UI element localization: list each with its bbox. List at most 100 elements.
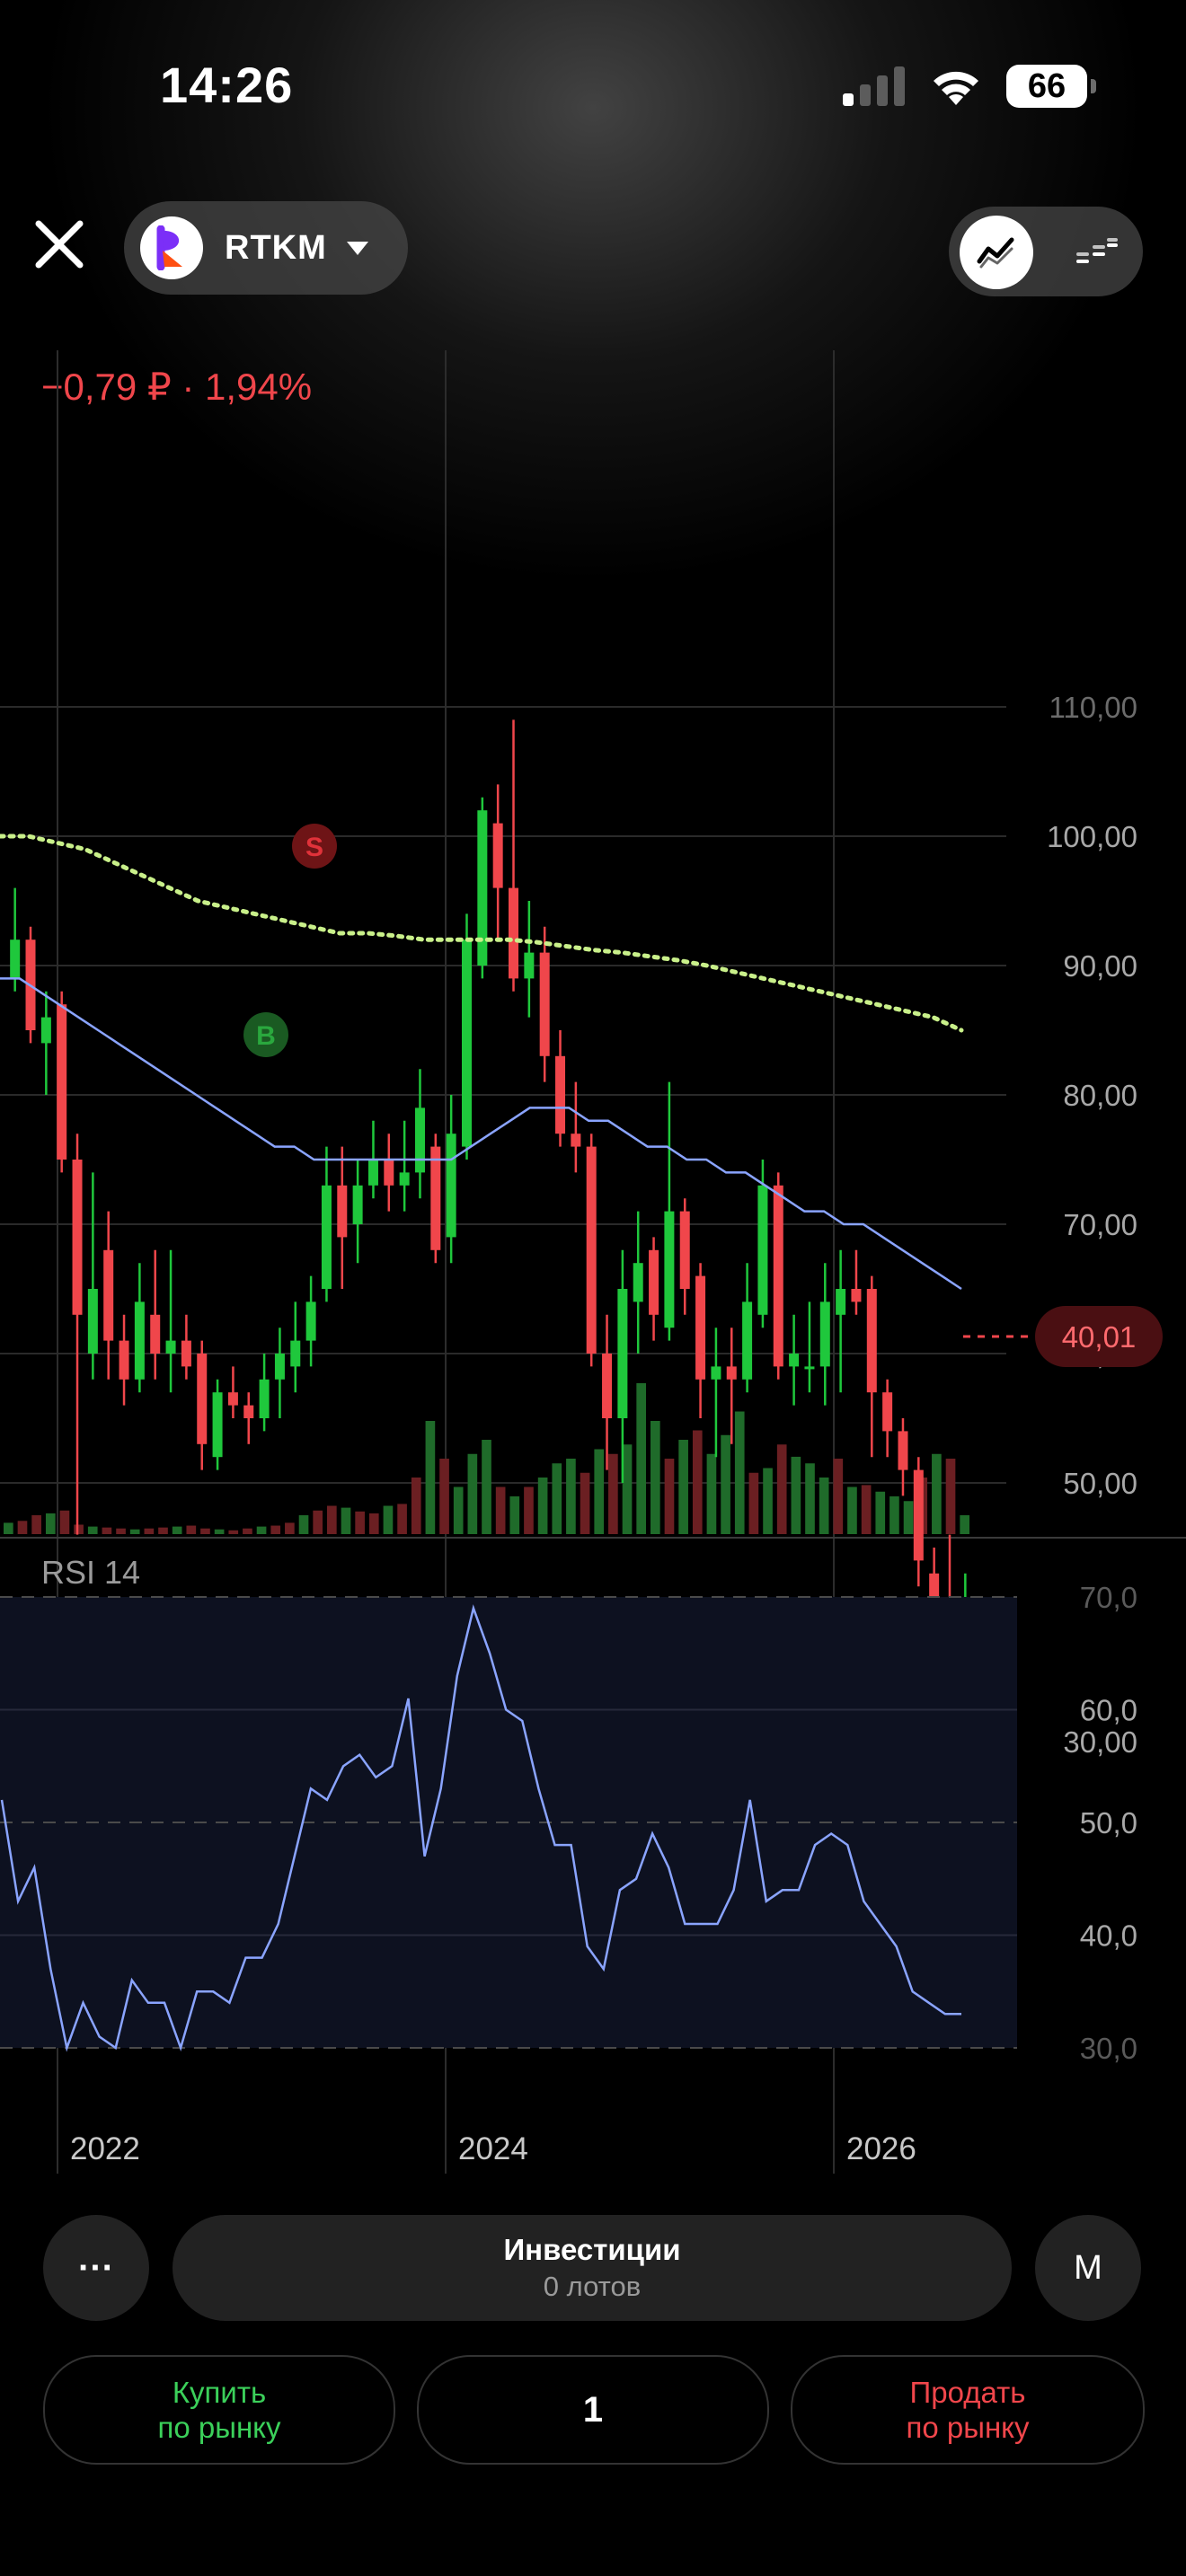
- rsi-tick-label: 40,0: [1080, 1919, 1137, 1953]
- candle-body: [337, 1185, 348, 1238]
- price-change: −0,79 ₽ · 1,94%: [41, 366, 313, 408]
- candle-body: [87, 1289, 98, 1354]
- volume-bar: [721, 1434, 730, 1534]
- candle-body: [773, 1185, 783, 1367]
- volume-bar: [580, 1472, 590, 1534]
- year-label: 2026: [846, 2131, 916, 2166]
- more-button[interactable]: ···: [43, 2215, 149, 2321]
- volume-bar: [776, 1444, 787, 1534]
- volume-bar: [861, 1485, 872, 1534]
- candle-body: [819, 1301, 830, 1367]
- candle-body: [274, 1354, 285, 1380]
- last-price-badge: [1035, 1306, 1163, 1367]
- candle-body: [539, 952, 550, 1056]
- volume-bar: [960, 1515, 969, 1534]
- candle-body: [290, 1340, 301, 1367]
- last-price-value: 40,01: [1062, 1320, 1137, 1354]
- rsi-tick-label: 70,0: [1080, 1581, 1137, 1614]
- close-icon: [35, 220, 84, 269]
- ticker-selector[interactable]: RTKM: [124, 201, 408, 295]
- candle-body: [726, 1366, 737, 1380]
- candle-body: [165, 1340, 176, 1354]
- volume-bar: [368, 1513, 379, 1534]
- candle-body: [321, 1185, 332, 1289]
- volume-bar: [116, 1528, 126, 1534]
- volume-bar: [805, 1463, 815, 1534]
- price-tick-label: 90,00: [1063, 949, 1137, 983]
- chart-view-toggle: [949, 207, 1143, 296]
- candle-body: [477, 810, 488, 966]
- candle-body: [119, 1340, 129, 1380]
- candle-body: [633, 1263, 643, 1302]
- quantity-field[interactable]: 1: [417, 2355, 769, 2465]
- sell-market-button[interactable]: Продать по рынку: [791, 2355, 1145, 2465]
- volume-bar: [678, 1440, 688, 1534]
- candle-body: [617, 1289, 628, 1418]
- candle-body: [836, 1289, 846, 1315]
- volume-bar: [228, 1530, 239, 1534]
- candle-body: [212, 1392, 223, 1458]
- buy-label-1: Купить: [172, 2376, 267, 2409]
- rsi-tick-label: 60,0: [1080, 1694, 1137, 1727]
- volume-bar: [172, 1526, 182, 1534]
- year-label: 2022: [70, 2131, 140, 2166]
- volume-bar: [566, 1459, 576, 1534]
- price-chart[interactable]: 110,00100,0090,0080,0070,0060,0050,0030,…: [0, 341, 1186, 2192]
- volume-bar: [495, 1486, 506, 1534]
- mode-button[interactable]: М: [1035, 2215, 1141, 2321]
- volume-bar: [453, 1486, 464, 1534]
- volume-bar: [903, 1501, 914, 1534]
- candle-body: [555, 1055, 566, 1134]
- price-tick-label: 110,00: [1049, 691, 1137, 724]
- close-button[interactable]: [27, 212, 92, 277]
- candlesticks: [10, 719, 970, 1703]
- ticker-name: RTKM: [225, 228, 327, 267]
- trade-signals: SB: [243, 824, 337, 1057]
- candle-body: [150, 1314, 161, 1354]
- buy-label-2: по рынку: [157, 2411, 281, 2444]
- candle-body: [259, 1379, 270, 1418]
- candle-body: [649, 1249, 659, 1315]
- volume-bars: [4, 1383, 969, 1534]
- volume-bar: [664, 1459, 675, 1534]
- volume-bar: [439, 1459, 449, 1534]
- candle-body: [882, 1392, 893, 1432]
- price-tick-label: 50,00: [1063, 1467, 1137, 1500]
- buy-market-button[interactable]: Купить по рынку: [43, 2355, 395, 2465]
- moving-averages: [0, 834, 964, 1291]
- candle-body: [789, 1354, 800, 1367]
- battery-indicator: 66: [1006, 65, 1096, 108]
- volume-bar: [102, 1527, 112, 1534]
- candle-body: [40, 1017, 51, 1044]
- candle-body: [757, 1185, 768, 1315]
- volume-bar: [622, 1444, 633, 1534]
- candle-body: [866, 1289, 877, 1393]
- volume-bar: [833, 1459, 844, 1534]
- volume-bar: [256, 1526, 267, 1534]
- cellular-signal-icon: [843, 66, 905, 106]
- volume-bar: [552, 1463, 562, 1534]
- compare-view-button[interactable]: [1060, 216, 1134, 289]
- candle-body: [461, 940, 472, 1147]
- signal-label: S: [305, 833, 323, 862]
- signal-marker: [243, 1012, 288, 1057]
- candle-body: [399, 1172, 410, 1186]
- candle-body: [227, 1392, 238, 1406]
- portfolio-title: Инвестиции: [503, 2233, 681, 2266]
- volume-bar: [524, 1486, 534, 1534]
- candle-body: [352, 1185, 363, 1224]
- volume-bar: [214, 1529, 225, 1534]
- volume-bar: [397, 1504, 407, 1534]
- candle-body: [57, 1004, 67, 1160]
- volume-bar: [17, 1521, 28, 1534]
- status-icons: 66: [843, 59, 1096, 113]
- candle-body: [414, 1107, 425, 1173]
- volume-bar: [158, 1527, 168, 1534]
- portfolio-button[interactable]: Инвестиции 0 лотов: [173, 2215, 1012, 2321]
- volume-bar: [847, 1486, 857, 1534]
- price-tick-label: 70,00: [1063, 1208, 1137, 1241]
- line-chart-view-button[interactable]: [960, 216, 1033, 289]
- candle-body: [492, 823, 503, 888]
- volume-bar: [327, 1505, 337, 1534]
- last-price: 40,01: [963, 1306, 1163, 1367]
